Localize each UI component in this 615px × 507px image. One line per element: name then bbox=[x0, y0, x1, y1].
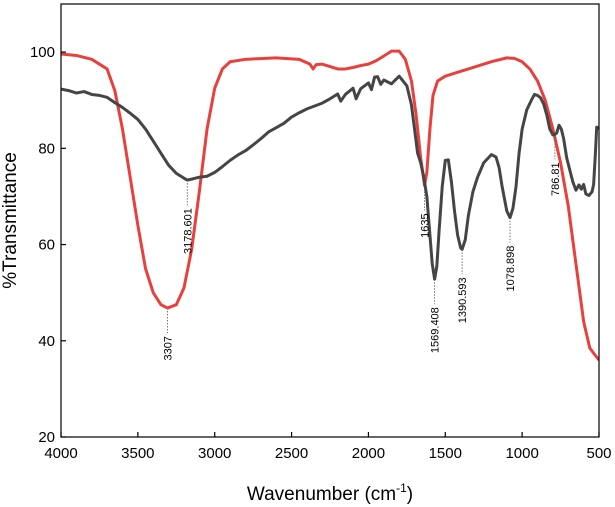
y-tick-label: 20 bbox=[38, 429, 55, 446]
annotation-layer: 3307 3178.601 1635 1569.408 1390.593 1078.898… bbox=[163, 137, 562, 361]
peak-annotation-label: 1569.408 bbox=[430, 307, 442, 353]
y-tick-label: 60 bbox=[38, 237, 55, 254]
peak-annotation-label: 3307 bbox=[163, 336, 175, 360]
y-axis-title: %Transmittance bbox=[0, 152, 21, 289]
y-tick-label: 100 bbox=[30, 44, 55, 61]
series-layer bbox=[61, 49, 599, 361]
peak-annotation-label: 3178.601 bbox=[182, 208, 194, 254]
x-tick-label: 2500 bbox=[275, 445, 308, 462]
spectrum-line-2 bbox=[61, 74, 599, 281]
x-axis-title-superscript: -1 bbox=[396, 481, 407, 495]
x-tick-label: 1500 bbox=[429, 445, 462, 462]
x-axis-title-suffix: ) bbox=[407, 484, 413, 505]
x-tick-label: 3000 bbox=[198, 445, 231, 462]
y-tick-label: 40 bbox=[38, 333, 55, 350]
x-tick-label: 4000 bbox=[44, 445, 77, 462]
x-tick-label: 3500 bbox=[121, 445, 154, 462]
peak-annotation-label: 1635 bbox=[420, 213, 432, 237]
x-tick-label: 500 bbox=[586, 445, 611, 462]
x-tick-label: 1000 bbox=[505, 445, 538, 462]
spectrum-line-1 bbox=[61, 49, 599, 361]
x-axis-title: Wavenumber (cm-1) bbox=[247, 481, 413, 505]
x-tick-label: 2000 bbox=[352, 445, 385, 462]
plot-frame bbox=[60, 3, 600, 438]
tick-layer: 4000 3500 3000 2500 2000 1500 1000 500 20 40 60 80 1… bbox=[30, 44, 612, 462]
peak-annotation-label: 1390.593 bbox=[457, 277, 469, 323]
x-axis-title-main: Wavenumber (cm bbox=[247, 484, 396, 505]
peak-annotation-label: 786.81 bbox=[550, 162, 562, 196]
peak-annotation-label: 1078.898 bbox=[505, 246, 517, 292]
y-tick-label: 80 bbox=[38, 140, 55, 157]
